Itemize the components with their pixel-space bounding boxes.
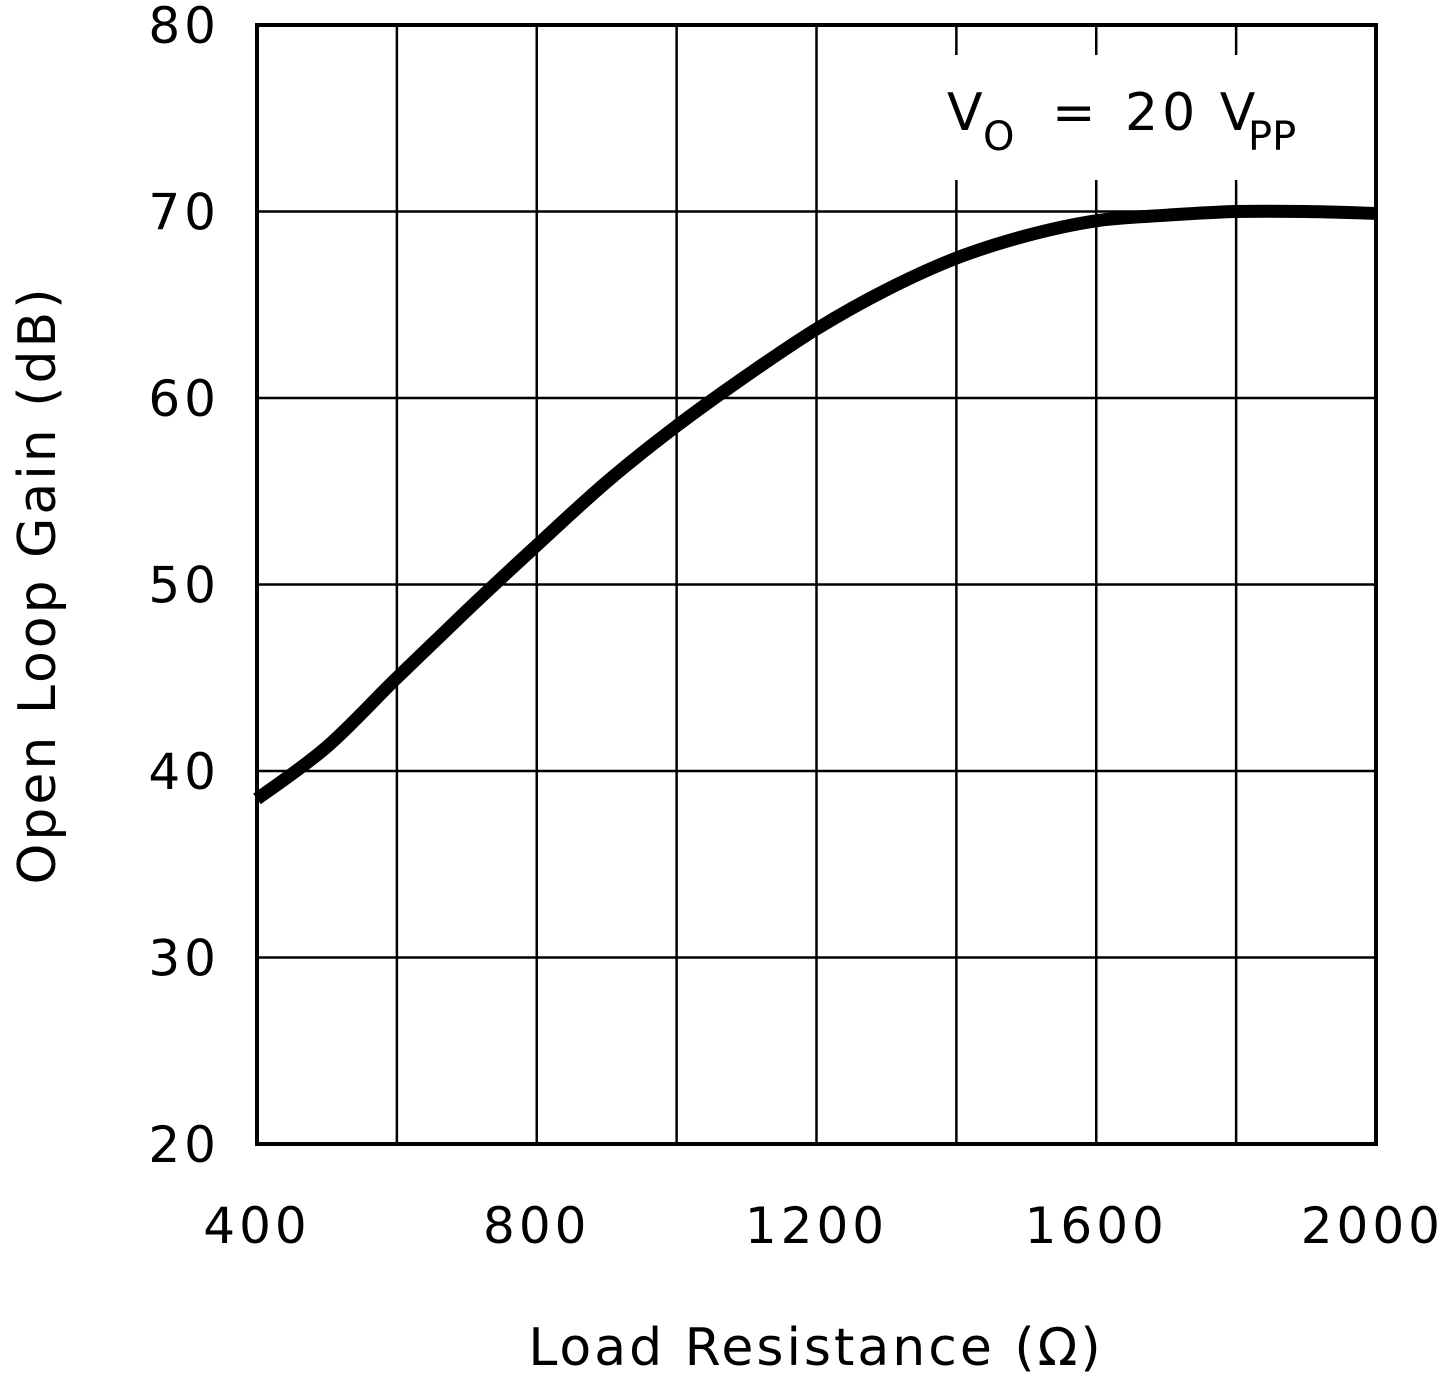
annotation-vo: V O = 20 V PP <box>925 55 1355 180</box>
series-line-0 <box>253 204 1377 805</box>
x-tick-label-400: 400 <box>203 1197 310 1255</box>
annotation-equals: = <box>1052 83 1096 143</box>
annotation-v: V <box>947 83 983 143</box>
annotation-value: 20 V <box>1125 83 1259 143</box>
x-axis-title: Load Resistance (Ω) <box>528 1318 1103 1377</box>
y-tick-label-20: 20 <box>148 1116 220 1174</box>
y-tick-label-70: 70 <box>148 184 220 242</box>
annotation-value-subscript: PP <box>1248 114 1296 160</box>
y-tick-label-80: 80 <box>148 0 220 55</box>
y-tick-label-50: 50 <box>148 557 220 615</box>
y-axis-title: Open Loop Gain (dB) <box>8 286 68 885</box>
y-tick-label-40: 40 <box>148 743 220 801</box>
y-tick-label-30: 30 <box>148 930 220 988</box>
grid <box>255 23 1378 1146</box>
annotation-background <box>925 55 1355 180</box>
x-tick-label-2000: 2000 <box>1301 1197 1444 1255</box>
x-tick-label-800: 800 <box>483 1197 590 1255</box>
plot-frame <box>255 23 1378 1146</box>
y-tick-labels: 20 30 40 50 60 70 80 <box>148 0 220 1174</box>
y-tick-label-60: 60 <box>148 370 220 428</box>
x-tick-label-1200: 1200 <box>745 1197 888 1255</box>
x-tick-label-1600: 1600 <box>1025 1197 1168 1255</box>
series-layer <box>253 204 1377 805</box>
annotation-v-subscript: O <box>983 114 1014 160</box>
x-tick-labels: 400 800 1200 1600 2000 <box>203 1197 1444 1255</box>
